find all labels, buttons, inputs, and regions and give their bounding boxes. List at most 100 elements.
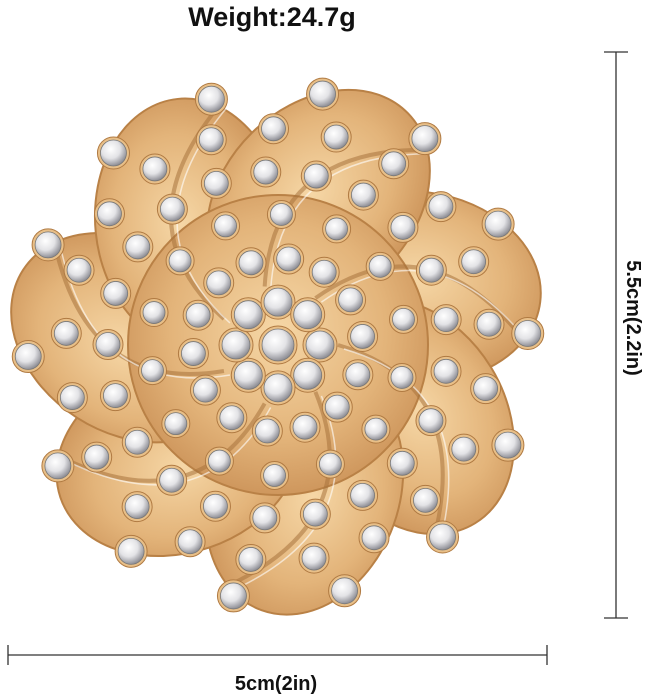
- crystal: [381, 151, 407, 177]
- crystal: [292, 414, 318, 440]
- crystal: [364, 417, 388, 441]
- crystal: [253, 159, 279, 185]
- crystal: [214, 214, 237, 238]
- crystal: [368, 254, 392, 278]
- crystal: [124, 494, 150, 519]
- crystal: [220, 582, 247, 610]
- crystal: [303, 163, 329, 189]
- crystal: [221, 330, 251, 360]
- crystal: [206, 270, 232, 296]
- crystal: [193, 377, 218, 403]
- brooch: [10, 77, 545, 616]
- crystal: [177, 529, 203, 555]
- crystal: [233, 300, 263, 330]
- crystal: [429, 523, 456, 551]
- crystal: [252, 505, 278, 531]
- crystal: [309, 80, 336, 108]
- crystal: [476, 311, 502, 337]
- crystal: [323, 124, 349, 150]
- width-dimension: [7, 645, 548, 665]
- crystal: [117, 537, 145, 565]
- crystal: [418, 257, 444, 283]
- crystal: [345, 362, 371, 388]
- crystal: [203, 171, 229, 196]
- crystal: [198, 85, 225, 113]
- crystal: [14, 343, 42, 370]
- crystal: [270, 203, 293, 226]
- crystal: [473, 376, 499, 402]
- crystal: [418, 408, 444, 434]
- crystal: [263, 373, 293, 403]
- crystal: [311, 259, 337, 285]
- crystal: [142, 301, 166, 324]
- crystal: [164, 412, 188, 436]
- crystal: [233, 360, 263, 390]
- crystal: [305, 330, 335, 360]
- crystal: [451, 436, 477, 462]
- crystal: [494, 431, 522, 459]
- crystal: [261, 116, 286, 142]
- crystal: [411, 125, 439, 153]
- crystal: [141, 359, 164, 383]
- crystal: [181, 341, 206, 366]
- crystal: [338, 287, 363, 313]
- crystal: [361, 525, 387, 551]
- crystal: [301, 545, 327, 571]
- crystal: [331, 577, 358, 605]
- crystal: [66, 257, 92, 283]
- crystal: [350, 483, 375, 508]
- crystal: [263, 287, 293, 317]
- crystal: [433, 307, 459, 333]
- crystal: [302, 501, 328, 527]
- crystal: [203, 493, 228, 519]
- crystal: [219, 405, 245, 431]
- crystal: [207, 449, 231, 473]
- crystal: [428, 194, 454, 220]
- height-label: 5.5cm(2.2in): [622, 260, 644, 376]
- crystal: [325, 217, 349, 241]
- crystal: [103, 383, 128, 409]
- crystal: [324, 394, 350, 420]
- crystal: [97, 201, 122, 227]
- crystal: [34, 231, 62, 259]
- crystal: [413, 487, 438, 513]
- crystal: [351, 182, 376, 208]
- crystal: [276, 246, 302, 272]
- crystal: [293, 360, 323, 390]
- crystal: [84, 444, 110, 470]
- width-label: 5cm(2in): [235, 673, 317, 695]
- crystal: [254, 418, 280, 444]
- crystal: [198, 127, 224, 153]
- crystal: [168, 249, 192, 273]
- crystal: [389, 450, 415, 476]
- crystal: [53, 321, 79, 346]
- crystal: [95, 332, 121, 357]
- crystal: [350, 324, 375, 349]
- crystal: [100, 139, 127, 167]
- crystal: [390, 366, 414, 389]
- crystal: [124, 429, 150, 455]
- crystal: [44, 452, 72, 480]
- crystal: [238, 547, 264, 572]
- crystal: [390, 215, 416, 240]
- crystal: [159, 467, 185, 493]
- height-dimension: [604, 51, 628, 619]
- crystal: [461, 249, 487, 275]
- crystal: [433, 358, 459, 384]
- crystal: [142, 156, 168, 182]
- crystal: [185, 302, 211, 328]
- crystal: [125, 234, 151, 260]
- crystal: [319, 452, 342, 476]
- crystal: [238, 250, 264, 276]
- crystal: [484, 210, 512, 238]
- crystal: [261, 328, 295, 362]
- crystal: [59, 385, 85, 410]
- crystal: [159, 196, 185, 222]
- crystal: [293, 300, 323, 330]
- crystal: [103, 281, 129, 306]
- crystal: [263, 464, 286, 487]
- weight-title: Weight:24.7g: [188, 2, 356, 32]
- crystal: [514, 320, 542, 347]
